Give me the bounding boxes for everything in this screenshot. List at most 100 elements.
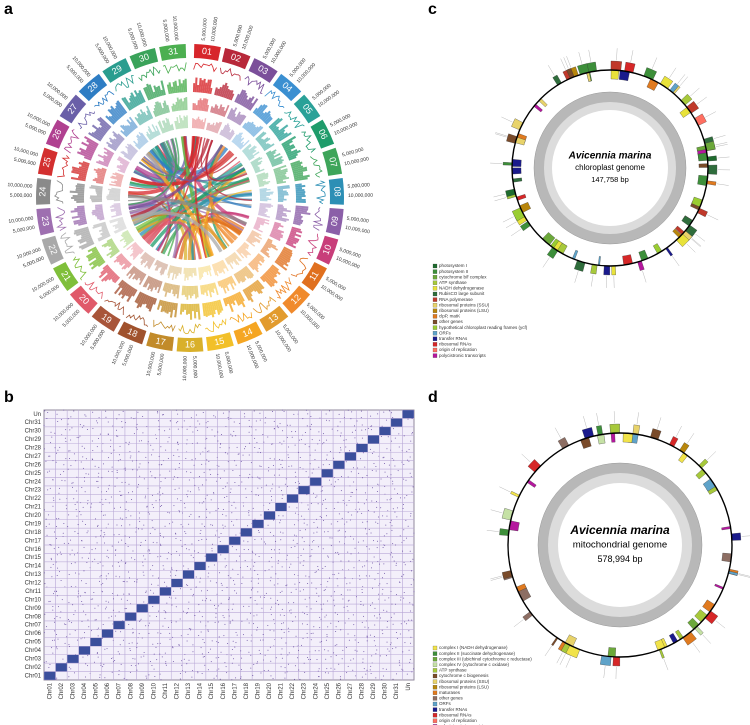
bar-track <box>203 98 207 112</box>
dot <box>306 613 308 615</box>
dot <box>138 466 140 468</box>
dot <box>217 621 219 623</box>
bar-track <box>109 216 123 223</box>
dot <box>164 617 166 619</box>
bar-track <box>126 143 138 153</box>
dot <box>170 597 172 599</box>
dot <box>388 597 390 599</box>
dot <box>179 678 181 680</box>
x-axis-label: Chr24 <box>313 682 319 699</box>
gene-block <box>646 78 659 91</box>
bar-track <box>236 137 245 147</box>
x-axis-label: Chr31 <box>394 682 400 699</box>
gene-leader <box>499 486 511 493</box>
dot <box>269 457 271 459</box>
dot <box>45 460 47 462</box>
bar-track <box>134 291 142 303</box>
dot <box>113 598 115 600</box>
dot <box>81 445 83 447</box>
dot <box>147 462 149 464</box>
dot <box>294 512 296 514</box>
bar-track <box>282 248 293 255</box>
bar-track <box>194 119 197 129</box>
dot <box>384 599 386 601</box>
dot <box>278 549 280 551</box>
dot <box>402 503 404 505</box>
x-axis-label: Chr27 <box>348 682 354 699</box>
bar-track <box>238 144 244 149</box>
dot <box>362 452 364 454</box>
dot <box>52 497 54 499</box>
dot <box>329 451 331 453</box>
legend-label: transfer RNAs <box>439 707 468 712</box>
bar-track <box>219 84 225 97</box>
dot <box>294 444 296 446</box>
bar-track <box>294 211 311 216</box>
legend-label: ORFs <box>439 330 451 335</box>
gene-leader <box>613 411 615 424</box>
bar-track <box>254 224 260 229</box>
dot <box>392 483 394 485</box>
bar-track <box>96 192 103 195</box>
dot <box>218 668 220 670</box>
bar-track <box>160 80 166 96</box>
bar-track <box>122 124 131 134</box>
dot <box>217 508 219 510</box>
dot <box>186 439 188 441</box>
dot <box>371 469 373 471</box>
dot <box>322 443 324 445</box>
gene-block <box>704 610 719 625</box>
bar-track <box>127 150 135 157</box>
dot <box>408 449 410 451</box>
dot <box>229 491 231 493</box>
dot <box>230 654 232 656</box>
dot <box>411 570 412 572</box>
dot <box>79 511 81 513</box>
dot <box>86 532 88 534</box>
dot <box>373 462 375 464</box>
dot <box>406 673 408 675</box>
dot <box>396 493 398 495</box>
y-axis-label: Chr06 <box>25 631 42 637</box>
bar-track <box>242 267 252 279</box>
dot <box>55 634 57 636</box>
bar-track <box>234 293 242 305</box>
dot <box>99 580 101 582</box>
dot <box>235 435 237 437</box>
bar-track <box>203 82 208 94</box>
dot <box>334 481 336 483</box>
bar-track <box>276 180 287 185</box>
dot <box>145 625 147 627</box>
legend-swatch <box>432 707 438 712</box>
dot <box>128 492 130 494</box>
bar-track <box>228 132 235 141</box>
dot <box>155 500 157 502</box>
dot <box>104 534 106 536</box>
x-axis-label: Chr19 <box>255 682 261 699</box>
dot <box>227 417 229 419</box>
bar-track <box>234 272 242 282</box>
dot <box>287 654 289 656</box>
line-track <box>94 90 115 107</box>
dot <box>181 664 183 666</box>
dot <box>194 550 196 552</box>
dot <box>125 508 127 510</box>
bar-track <box>137 92 145 104</box>
dot <box>88 626 90 628</box>
dot <box>330 483 332 485</box>
dot <box>294 545 296 547</box>
dot <box>69 450 71 452</box>
dot <box>228 500 230 502</box>
dot <box>248 651 250 653</box>
bar-track <box>109 108 121 120</box>
bar-track <box>257 179 264 183</box>
dot <box>87 665 89 667</box>
bar-track <box>238 115 247 126</box>
dot <box>146 505 148 507</box>
dot <box>112 609 114 611</box>
dot <box>140 541 142 543</box>
grid-cell <box>113 620 126 630</box>
dot <box>63 523 65 525</box>
dot <box>92 449 94 451</box>
bar-track <box>234 114 242 124</box>
